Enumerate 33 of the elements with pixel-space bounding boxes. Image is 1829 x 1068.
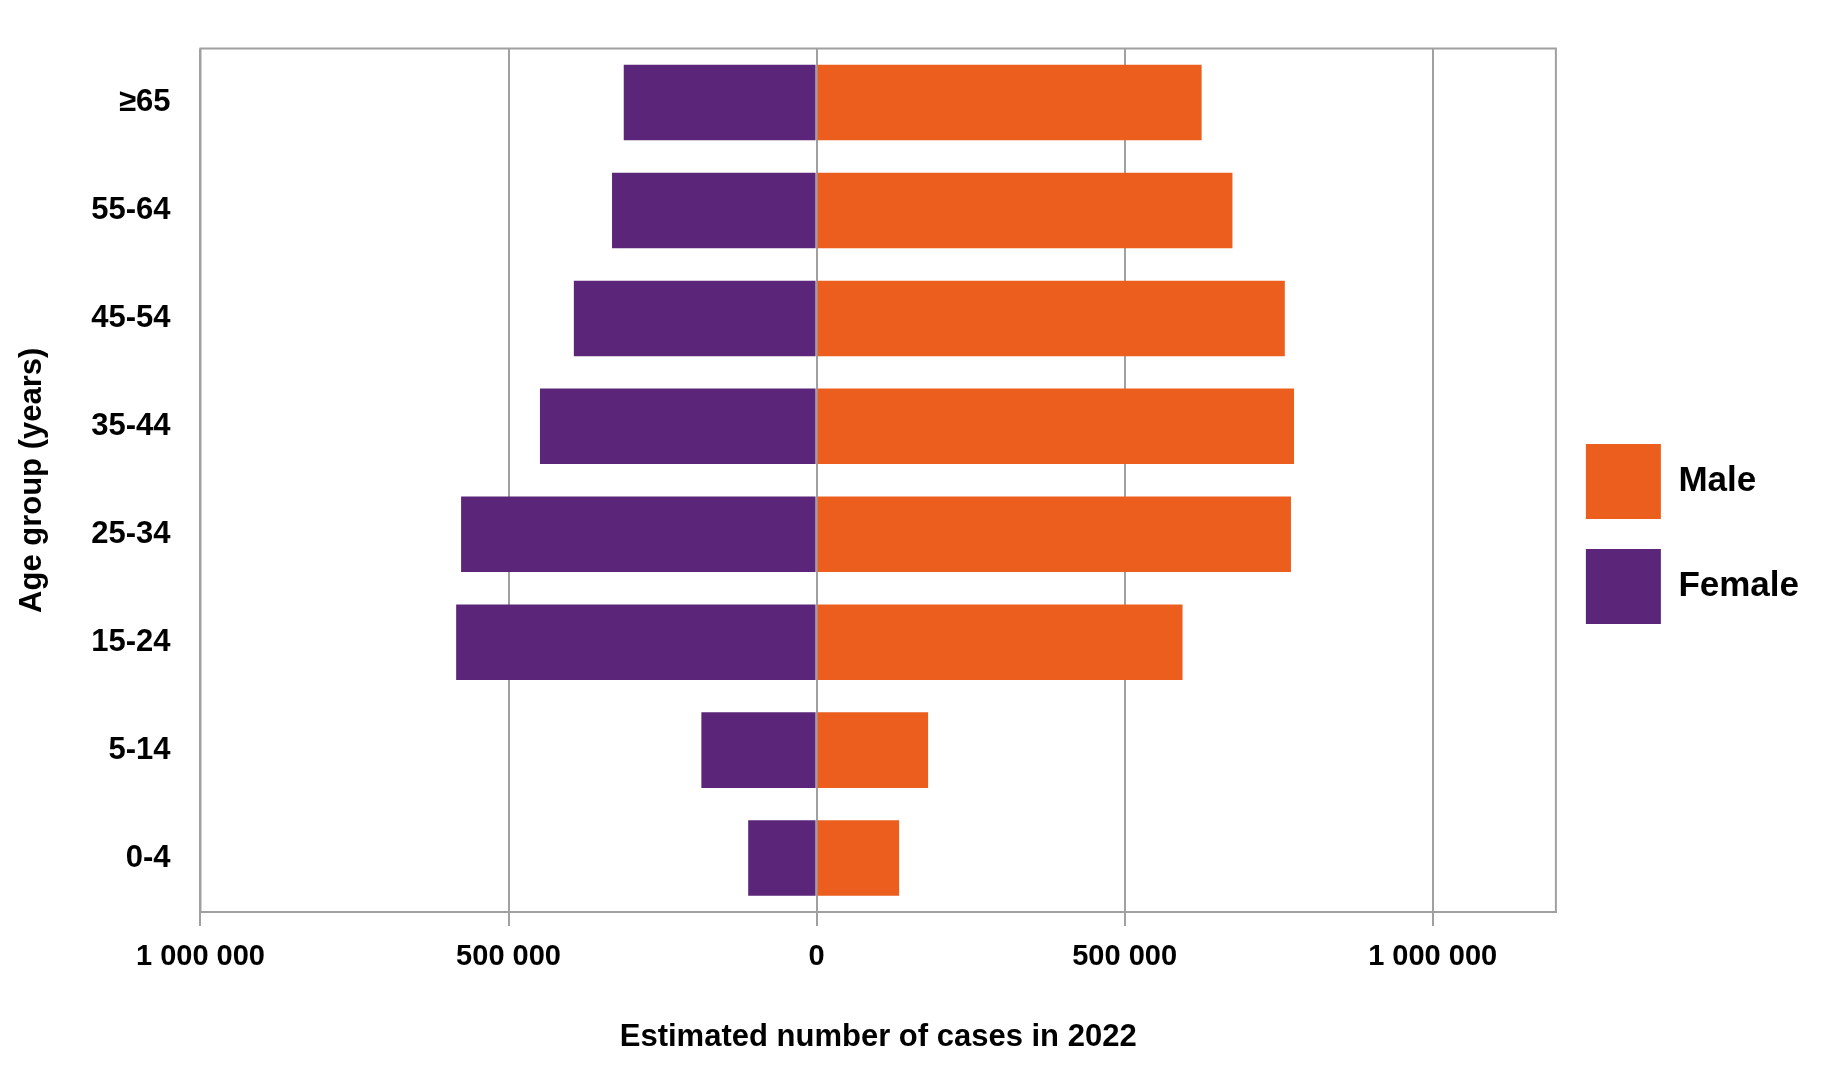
y-tick-label: 5-14 — [108, 730, 172, 766]
legend-label: Female — [1678, 564, 1799, 604]
legend-label: Male — [1678, 459, 1757, 499]
x-tick-label: 500 000 — [456, 939, 561, 972]
bar — [817, 496, 1291, 573]
bar — [539, 388, 816, 465]
bar — [748, 820, 816, 896]
bar — [456, 604, 816, 680]
y-tick-label: 35-44 — [91, 406, 172, 442]
bar — [612, 172, 816, 249]
bar — [817, 388, 1295, 465]
y-tick-label: 0-4 — [125, 838, 172, 874]
bar — [623, 64, 816, 141]
bar — [817, 172, 1233, 249]
bar — [817, 64, 1202, 141]
bar — [817, 712, 929, 788]
x-tick-label: 500 000 — [1072, 939, 1178, 972]
y-axis-title: Age group (years) — [13, 347, 49, 613]
x-tick-label: 1 000 000 — [135, 939, 265, 972]
x-axis-title: Estimated number of cases in 2022 — [619, 1017, 1137, 1053]
bar — [817, 280, 1285, 357]
x-tick-label: 0 — [808, 939, 825, 972]
x-tick-label: 1 000 000 — [1368, 939, 1498, 972]
bar — [817, 604, 1183, 680]
y-tick-label: ≥65 — [118, 83, 171, 119]
y-tick-label: 15-24 — [91, 622, 172, 658]
y-tick-label: 45-54 — [91, 298, 172, 334]
bar — [817, 820, 900, 896]
bar — [701, 712, 816, 788]
y-tick-label: 25-34 — [91, 514, 172, 550]
bar — [573, 280, 816, 357]
bar — [461, 496, 816, 573]
y-tick-label: 55-64 — [91, 191, 172, 227]
